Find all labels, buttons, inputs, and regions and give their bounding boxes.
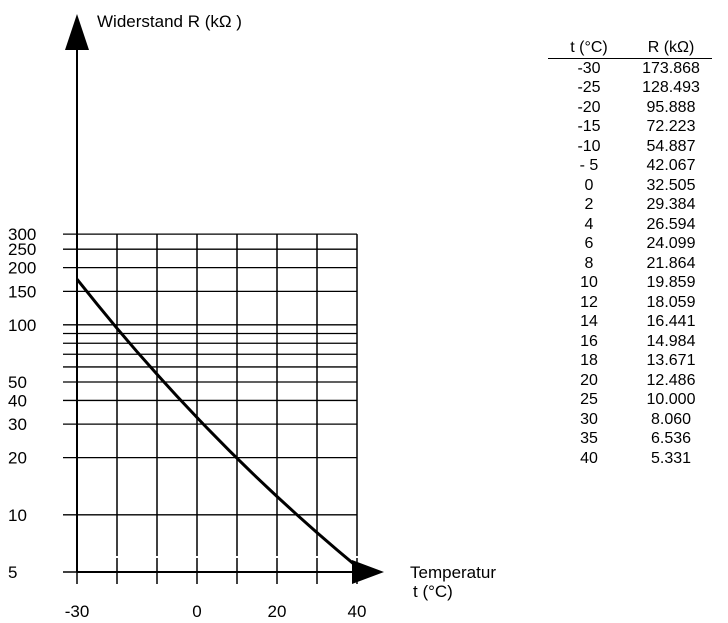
table-row: 25 10.000 [548,390,712,410]
y-axis-title: Widerstand R (kΩ ) [97,12,242,31]
y-tick-label: 40 [8,391,27,410]
x-tick-label: 40 [348,602,367,621]
table-row: 2 29.384 [548,195,712,215]
table-cell-resistance: 5.331 [650,449,692,467]
table-row: 14 16.441 [548,312,712,332]
table-cell-resistance: 12.486 [646,371,696,389]
table-cell-temperature: -25 [577,79,601,96]
table-cell-resistance: 32.505 [646,176,696,194]
table-row: -10 54.887 [548,137,712,157]
grid-lines [63,233,358,573]
y-tick-label: 300 [8,225,36,244]
table-cell-resistance: 13.671 [646,352,696,369]
table-row: -20 95.888 [548,98,712,118]
table-cell-temperature: 40 [580,449,598,467]
table-cell-temperature: 8 [584,254,594,272]
table-cell-resistance: 21.864 [646,254,696,272]
table-header-resistance: R (kΩ) [630,38,712,59]
x-axis-ticks [76,558,358,584]
resistance-table: t (°C) R (kΩ) -30 173.868 -25 128.493 -20 95.… [548,38,712,468]
x-tick-label: 20 [268,602,287,621]
table-cell-resistance: 128.493 [642,79,700,96]
table-cell-temperature: 6 [584,235,594,252]
y-tick-label: 200 [8,259,36,278]
table-header-row: t (°C) R (kΩ) [548,38,712,59]
x-axis-arrow-icon [352,560,384,584]
table-row: 8 21.864 [548,254,712,274]
table-row: 12 18.059 [548,293,712,313]
table-cell-resistance: 14.984 [646,332,696,350]
y-tick-label: 5 [8,563,17,582]
table-cell-resistance: 72.223 [646,118,696,135]
table-row: -25 128.493 [548,78,712,98]
table-cell-temperature: 25 [580,391,598,408]
table-row: 20 12.486 [548,371,712,391]
table-cell-resistance: 6.536 [650,430,692,447]
table-cell-temperature: 20 [580,371,598,389]
table-cell-resistance: 26.594 [646,215,696,233]
y-tick-label: 20 [8,449,27,468]
table-cell-resistance: 54.887 [646,137,696,155]
table-cell-resistance: 29.384 [646,196,696,213]
table-cell-resistance: 18.059 [646,293,696,311]
y-tick-label: 30 [8,415,27,434]
table-cell-resistance: 8.060 [650,410,692,428]
table-row: 35 6.536 [548,429,712,449]
table-row: 40 5.331 [548,449,712,469]
table-row: 4 26.594 [548,215,712,235]
table-cell-temperature: 16 [580,332,598,350]
table-cell-temperature: -10 [577,137,601,155]
table-cell-resistance: 19.859 [646,274,696,291]
table-cell-temperature: 18 [580,352,598,369]
table-row: 16 14.984 [548,332,712,352]
table-row: -30 173.868 [548,58,712,78]
table-cell-resistance: 24.099 [646,235,696,252]
table-cell-temperature: - 5 [579,157,599,174]
table-row: -15 72.223 [548,117,712,137]
table-cell-temperature: 2 [584,196,594,213]
table-row: 10 19.859 [548,273,712,293]
x-tick-labels: -30 0 20 40 [65,602,367,621]
table-cell-resistance: 95.888 [646,98,696,116]
y-tick-label: 50 [8,373,27,392]
table-cell-temperature: 4 [584,215,594,233]
table-cell-resistance: 42.067 [646,157,696,174]
table-cell-resistance: 10.000 [646,391,696,408]
y-axis-arrow-icon [65,14,89,50]
table-cell-temperature: 12 [580,293,598,311]
table-cell-temperature: -20 [577,98,601,116]
table-header-temperature: t (°C) [548,38,630,59]
table-row: 18 13.671 [548,351,712,371]
resistance-curve [75,278,358,568]
x-axis-title-line2: t (°C) [413,582,453,601]
table-body: -30 173.868 -25 128.493 -20 95.888 -15 72.223 -1… [548,58,712,468]
y-tick-label: 250 [8,240,36,259]
table-cell-temperature: -15 [577,118,601,135]
x-axis-title-line1: Temperatur [410,563,496,582]
table-cell-temperature: 14 [580,313,598,330]
table-cell-resistance: 16.441 [646,313,696,330]
table-cell-resistance: 173.868 [642,59,700,77]
x-tick-label: -30 [65,602,90,621]
y-tick-label: 10 [8,506,27,525]
table-cell-temperature: -30 [577,59,601,77]
axes [65,14,384,584]
table-row: 30 8.060 [548,410,712,430]
table-row: 6 24.099 [548,234,712,254]
y-tick-label: 100 [8,316,36,335]
table-row: - 5 42.067 [548,156,712,176]
table-cell-temperature: 35 [580,430,598,447]
table-row: 0 32.505 [548,176,712,196]
table-cell-temperature: 30 [580,410,598,428]
table-cell-temperature: 10 [580,274,598,291]
y-tick-label: 150 [8,282,36,301]
x-tick-label: 0 [192,602,201,621]
table-cell-temperature: 0 [584,176,594,194]
